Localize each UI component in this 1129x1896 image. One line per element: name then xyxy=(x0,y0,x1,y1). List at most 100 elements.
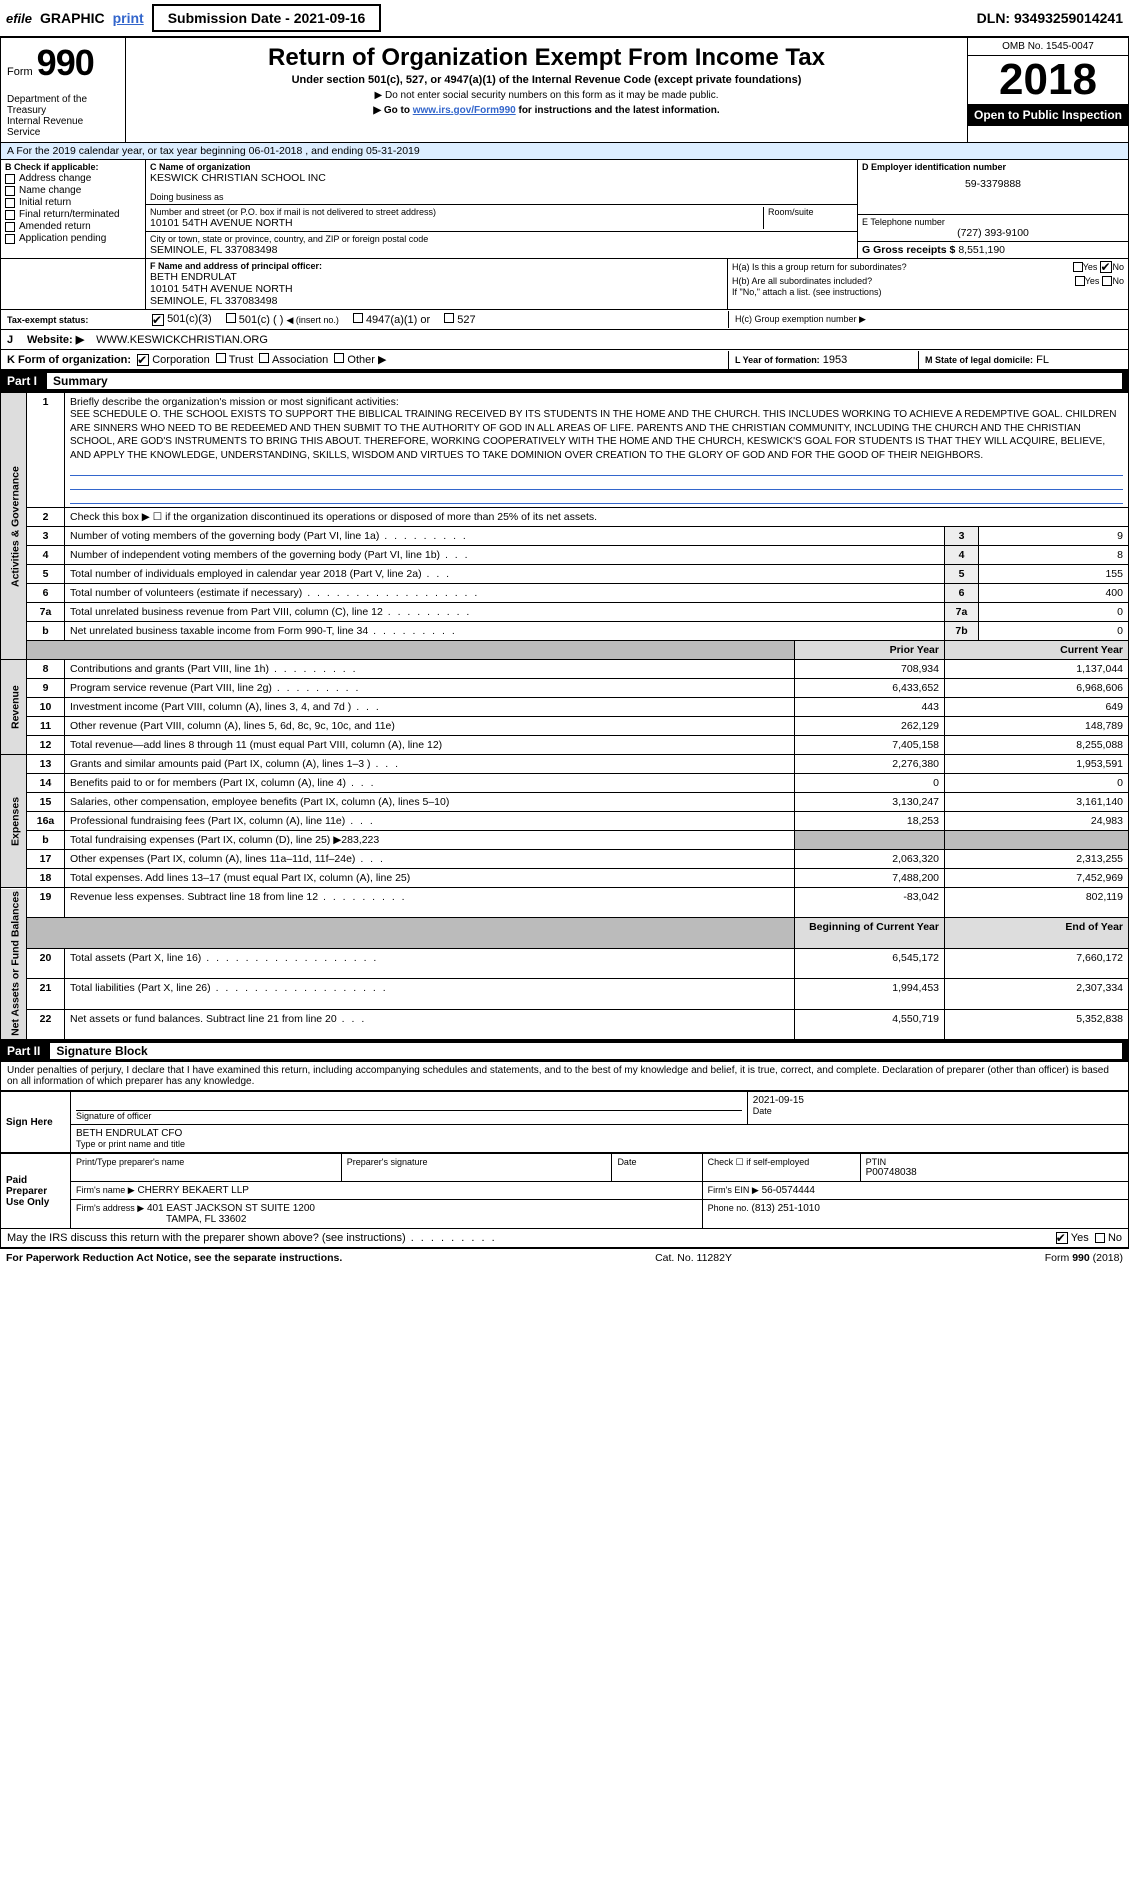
curr-value: 7,452,969 xyxy=(945,869,1129,888)
signature-line[interactable] xyxy=(76,1095,742,1111)
checkbox-icon[interactable] xyxy=(259,353,269,363)
line-num: 20 xyxy=(27,948,65,978)
preparer-table: Paid Preparer Use Only Print/Type prepar… xyxy=(0,1153,1129,1229)
prior-value: 443 xyxy=(795,698,945,717)
line-num: 19 xyxy=(27,888,65,918)
officer-label: F Name and address of principal officer: xyxy=(150,261,723,271)
footer-mid: Cat. No. 11282Y xyxy=(655,1252,732,1264)
line-num: 6 xyxy=(27,584,65,603)
checkbox-icon[interactable] xyxy=(1073,262,1083,272)
firm-ein: 56-0574444 xyxy=(762,1185,815,1196)
line-text: Grants and similar amounts paid (Part IX… xyxy=(65,755,795,774)
checkbox-icon[interactable] xyxy=(444,313,454,323)
spacer-b xyxy=(1,259,146,309)
line-num: 12 xyxy=(27,736,65,755)
check-label: Final return/terminated xyxy=(19,209,120,220)
footer-right-bold: 990 xyxy=(1072,1252,1090,1264)
checkbox-checked-icon[interactable] xyxy=(1100,261,1112,273)
line-text: Revenue less expenses. Subtract line 18 … xyxy=(65,888,795,918)
yes-label: Yes xyxy=(1071,1232,1089,1244)
blank-line xyxy=(70,490,1123,504)
table-row: Revenue 8 Contributions and grants (Part… xyxy=(1,660,1129,679)
phone-label: E Telephone number xyxy=(862,217,1124,227)
tax-exempt-label: Tax-exempt status: xyxy=(1,312,146,328)
irs-link[interactable]: www.irs.gov/Form990 xyxy=(413,105,516,116)
table-row: 15 Salaries, other compensation, employe… xyxy=(1,793,1129,812)
prep-col3: Date xyxy=(617,1157,696,1167)
table-row: 11 Other revenue (Part VIII, column (A),… xyxy=(1,717,1129,736)
check-address-change[interactable]: Address change xyxy=(5,173,141,184)
line-text: Total number of individuals employed in … xyxy=(65,565,945,584)
prior-value: 2,276,380 xyxy=(795,755,945,774)
curr-value: 6,968,606 xyxy=(945,679,1129,698)
prior-year-header: Prior Year xyxy=(795,641,945,660)
curr-value: 24,983 xyxy=(945,812,1129,831)
table-row: 6 Total number of volunteers (estimate i… xyxy=(1,584,1129,603)
summary-table: Activities & Governance 1 Briefly descri… xyxy=(0,392,1129,1040)
self-emp-label: Check ☐ if self-employed xyxy=(708,1157,855,1168)
checkbox-icon[interactable] xyxy=(226,313,236,323)
side-netassets: Net Assets or Fund Balances xyxy=(1,888,27,1040)
line-text: Total revenue—add lines 8 through 11 (mu… xyxy=(65,736,795,755)
checkbox-icon[interactable] xyxy=(353,313,363,323)
part-ii-title: Signature Block xyxy=(50,1043,1122,1059)
checkbox-icon[interactable] xyxy=(216,353,226,363)
tax-exempt-options: 501(c)(3) 501(c) ( ) ◀ (insert no.) 4947… xyxy=(146,310,728,329)
k-label: K Form of organization: xyxy=(7,354,131,366)
opt-4947: 4947(a)(1) or xyxy=(366,314,430,326)
h-cell: H(a) Is this a group return for subordin… xyxy=(728,259,1128,309)
line-num: 7a xyxy=(27,603,65,622)
check-amended[interactable]: Amended return xyxy=(5,221,141,232)
form-990: 990 xyxy=(37,42,94,84)
line-text: Total number of volunteers (estimate if … xyxy=(65,584,945,603)
line-num: 14 xyxy=(27,774,65,793)
checkbox-icon[interactable] xyxy=(1075,276,1085,286)
table-row: 2 Check this box ▶ ☐ if the organization… xyxy=(1,508,1129,527)
line-num: 2 xyxy=(27,508,65,527)
checkbox-checked-icon[interactable] xyxy=(1056,1232,1068,1244)
check-label: Amended return xyxy=(19,221,91,232)
form-label: Form xyxy=(7,66,33,78)
line-value: 9 xyxy=(979,527,1129,546)
m-value: FL xyxy=(1036,354,1049,366)
table-row: 7a Total unrelated business revenue from… xyxy=(1,603,1129,622)
check-app-pending[interactable]: Application pending xyxy=(5,233,141,244)
checkbox-icon[interactable] xyxy=(1095,1233,1105,1243)
table-row: 22 Net assets or fund balances. Subtract… xyxy=(1,1009,1129,1039)
check-name-change[interactable]: Name change xyxy=(5,185,141,196)
prior-value: 3,130,247 xyxy=(795,793,945,812)
checkbox-icon[interactable] xyxy=(334,353,344,363)
j-label: J xyxy=(1,331,21,349)
table-row: Net Assets or Fund Balances 19 Revenue l… xyxy=(1,888,1129,918)
checkbox-icon[interactable] xyxy=(1102,276,1112,286)
firm-addr1: 401 EAST JACKSON ST SUITE 1200 xyxy=(147,1203,315,1214)
checkbox-icon xyxy=(5,222,15,232)
checkbox-icon xyxy=(5,174,15,184)
klm-row: K Form of organization: Corporation Trus… xyxy=(0,350,1129,370)
check-final-return[interactable]: Final return/terminated xyxy=(5,209,141,220)
line-text: Benefits paid to or for members (Part IX… xyxy=(65,774,795,793)
line-value: 400 xyxy=(979,584,1129,603)
line-value: 8 xyxy=(979,546,1129,565)
print-link[interactable]: print xyxy=(113,10,144,26)
dba-label: Doing business as xyxy=(150,192,853,202)
street-label: Number and street (or P.O. box if mail i… xyxy=(150,207,763,217)
dept-treasury: Department of the Treasury Internal Reve… xyxy=(7,94,119,138)
ha-label: H(a) Is this a group return for subordin… xyxy=(732,262,1073,272)
officer-f-cell: F Name and address of principal officer:… xyxy=(146,259,728,309)
calendar-year-line: A For the 2019 calendar year, or tax yea… xyxy=(0,143,1129,160)
checkbox-checked-icon[interactable] xyxy=(137,354,149,366)
current-year-header: Current Year xyxy=(945,641,1129,660)
check-initial-return[interactable]: Initial return xyxy=(5,197,141,208)
line-text: Net unrelated business taxable income fr… xyxy=(65,622,945,641)
ein-value: 59-3379888 xyxy=(862,178,1124,190)
graphic-label: GRAPHIC xyxy=(40,10,105,26)
ptin-value: P00748038 xyxy=(866,1167,1123,1178)
line-num: 3 xyxy=(27,527,65,546)
prior-value: 7,488,200 xyxy=(795,869,945,888)
table-row: 4 Number of independent voting members o… xyxy=(1,546,1129,565)
phone-value: (727) 393-9100 xyxy=(862,227,1124,239)
checkbox-checked-icon[interactable] xyxy=(152,314,164,326)
curr-value: 8,255,088 xyxy=(945,736,1129,755)
line-num: 18 xyxy=(27,869,65,888)
